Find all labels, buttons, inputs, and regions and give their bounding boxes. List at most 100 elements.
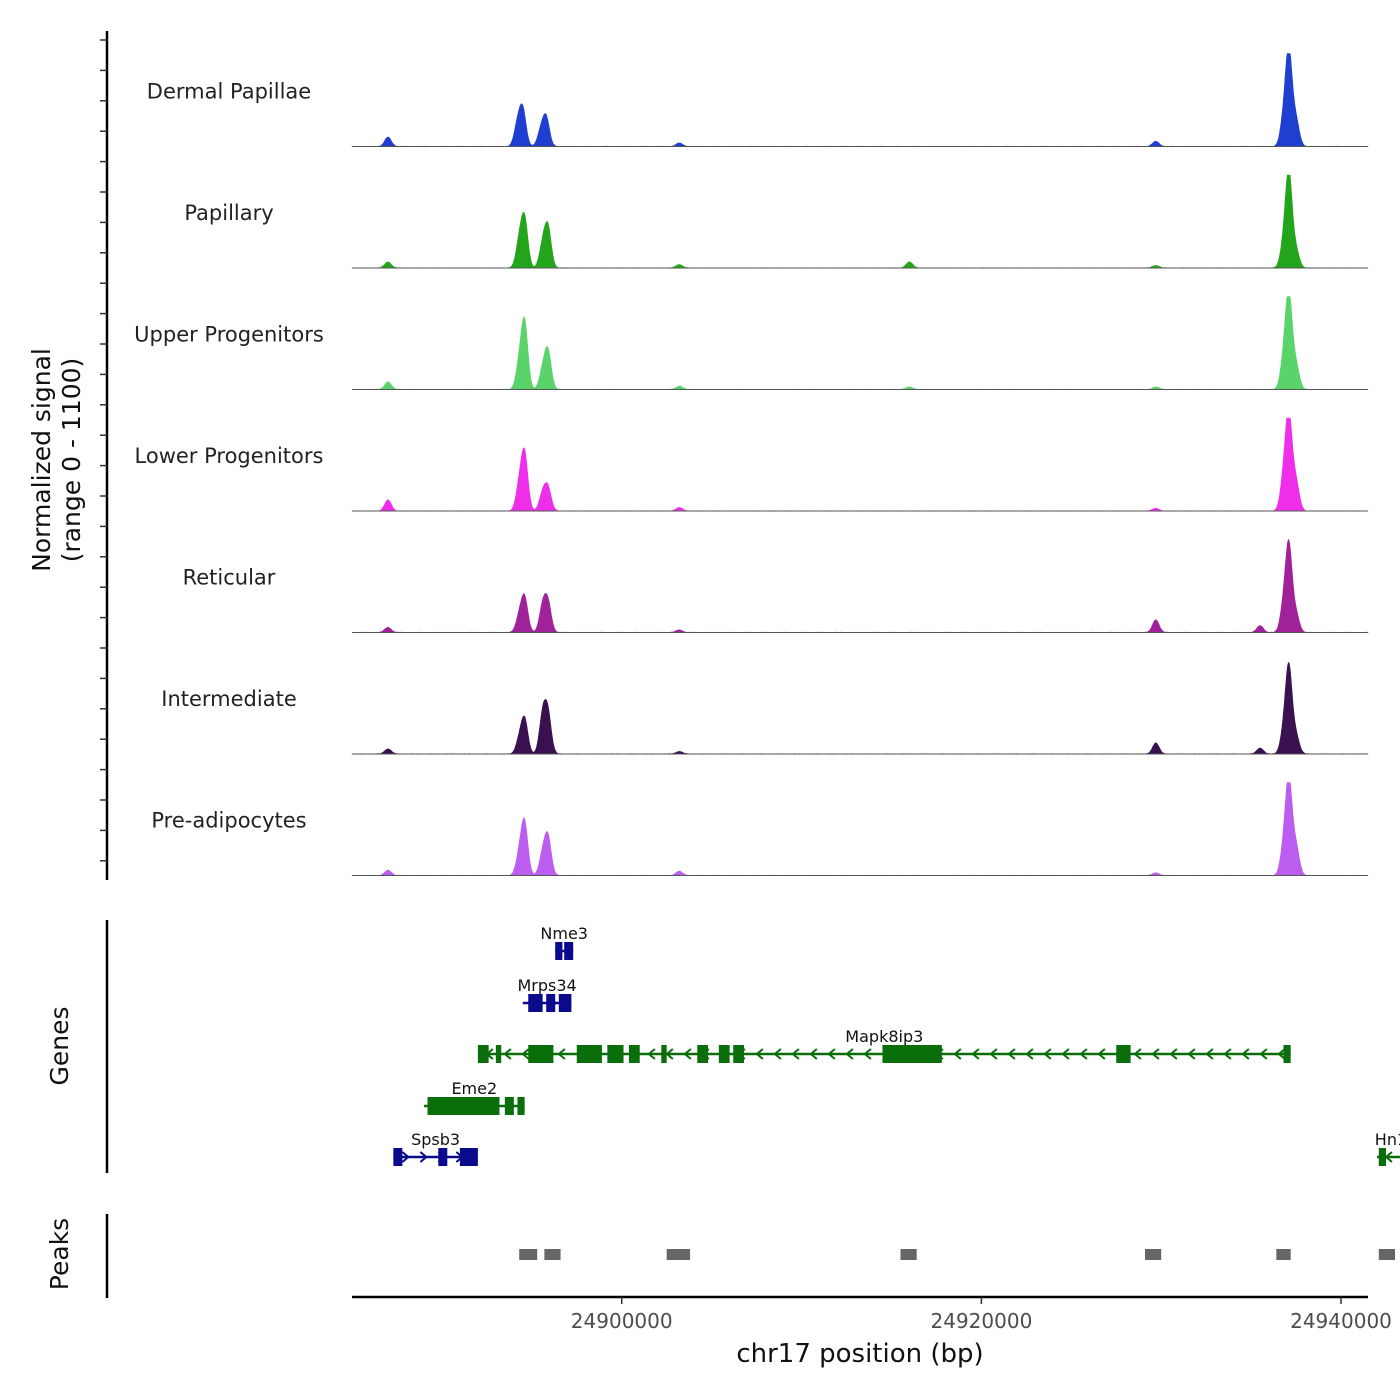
coverage-track: Papillary: [184, 174, 1369, 269]
track-label: Papillary: [184, 201, 273, 225]
coverage-track: Upper Progenitors: [134, 296, 1369, 390]
strand-arrow: [1169, 1048, 1178, 1060]
coverage-area: [351, 174, 1369, 269]
gene: Nme3: [540, 924, 588, 960]
strand-arrow: [401, 1151, 410, 1163]
coverage-area: [352, 296, 1369, 390]
exon: [558, 994, 572, 1012]
peak-region: [519, 1249, 538, 1260]
x-tick-label: 24900000: [571, 1309, 673, 1333]
gene-label: Spsb3: [411, 1130, 460, 1149]
peak-region: [1145, 1249, 1162, 1260]
exon: [495, 1045, 502, 1063]
gene-label: Mapk8ip3: [845, 1027, 923, 1046]
x-tick-label: 24920000: [931, 1309, 1033, 1333]
exon: [661, 1045, 667, 1063]
strand-arrow: [971, 1048, 980, 1060]
peak-region: [1378, 1249, 1395, 1260]
strand-arrow: [419, 1151, 428, 1163]
strand-arrow: [1384, 1151, 1393, 1163]
peak-region: [1276, 1249, 1291, 1260]
strand-arrow: [1205, 1048, 1214, 1060]
strand-arrow: [1151, 1048, 1160, 1060]
exon: [1116, 1045, 1131, 1063]
exon: [517, 1097, 525, 1115]
coverage-area: [351, 417, 1369, 512]
peak-regions: [519, 1249, 1395, 1260]
exon: [459, 1148, 478, 1166]
track-label: Reticular: [183, 566, 276, 590]
peaks-label: Peaks: [45, 1218, 74, 1290]
strand-arrow: [953, 1048, 962, 1060]
exon: [564, 942, 574, 960]
exon: [477, 1045, 489, 1063]
coverage-area: [351, 782, 1369, 876]
exon: [628, 1045, 640, 1063]
exon: [697, 1045, 709, 1063]
exon: [393, 1148, 403, 1166]
strand-arrow: [791, 1048, 800, 1060]
strand-arrow: [809, 1048, 818, 1060]
peak-region: [900, 1249, 917, 1260]
strand-arrow: [1007, 1048, 1016, 1060]
strand-arrow: [503, 1048, 512, 1060]
peak-region: [666, 1249, 691, 1260]
coverage-track: Pre-adipocytes: [151, 782, 1369, 876]
strand-arrow: [845, 1048, 854, 1060]
strand-arrow: [1061, 1048, 1070, 1060]
exon: [555, 942, 563, 960]
exon: [546, 994, 556, 1012]
exon: [528, 1045, 554, 1063]
gene: Hn1l: [1375, 1130, 1400, 1166]
peak-region: [544, 1249, 561, 1260]
exon: [427, 1097, 500, 1115]
strand-arrow: [665, 1048, 674, 1060]
coverage-area: [351, 53, 1369, 147]
coverage-ylabel-range: (range 0 - 1100): [57, 358, 86, 563]
strand-arrow: [1097, 1048, 1106, 1060]
track-label: Upper Progenitors: [134, 323, 324, 347]
coverage-tracks: Dermal Papillae Papillary Upper Progenitor…: [134, 53, 1369, 876]
track-label: Intermediate: [161, 687, 297, 711]
exon: [718, 1045, 730, 1063]
exon: [528, 994, 543, 1012]
strand-arrow: [773, 1048, 782, 1060]
strand-arrow: [1259, 1048, 1268, 1060]
x-tick-label: 24940000: [1290, 1309, 1392, 1333]
strand-arrow: [863, 1048, 872, 1060]
gene-label: Hn1l: [1375, 1130, 1400, 1149]
exon: [504, 1097, 514, 1115]
strand-arrow: [1187, 1048, 1196, 1060]
coverage-track: Dermal Papillae: [147, 53, 1369, 147]
genes-label: Genes: [45, 1006, 74, 1085]
coverage-track: Reticular: [183, 539, 1369, 633]
x-axis: 24900000 24920000 24940000: [352, 1295, 1392, 1333]
strand-arrow: [1043, 1048, 1052, 1060]
coverage-ylabel: Normalized signal: [27, 348, 56, 572]
coverage-track: Intermediate: [161, 662, 1369, 755]
track-label: Pre-adipocytes: [151, 809, 306, 833]
strand-arrow: [521, 1048, 530, 1060]
strand-arrow: [989, 1048, 998, 1060]
gene: Mrps34: [517, 976, 577, 1012]
exon: [733, 1045, 745, 1063]
strand-arrow: [1079, 1048, 1088, 1060]
coverage-area: [351, 539, 1369, 633]
coverage-track: Lower Progenitors: [135, 417, 1369, 512]
exon: [1378, 1148, 1386, 1166]
strand-arrow: [1241, 1048, 1250, 1060]
strand-arrow: [1277, 1048, 1286, 1060]
coverage-y-axis: [100, 31, 109, 880]
strand-arrow: [647, 1048, 656, 1060]
gene-annotations: Nme3 Mrps34 Mapk8ip3 Eme2 Spsb3 Hn1l: [393, 924, 1400, 1166]
strand-arrow: [1223, 1048, 1232, 1060]
track-label: Lower Progenitors: [135, 444, 324, 468]
gene-label: Mrps34: [517, 976, 576, 995]
track-label: Dermal Papillae: [147, 80, 311, 104]
gene: Spsb3: [393, 1130, 478, 1166]
exon: [607, 1045, 624, 1063]
exon: [438, 1148, 448, 1166]
x-axis-title: chr17 position (bp): [736, 1339, 983, 1369]
gene: Eme2: [423, 1079, 525, 1115]
